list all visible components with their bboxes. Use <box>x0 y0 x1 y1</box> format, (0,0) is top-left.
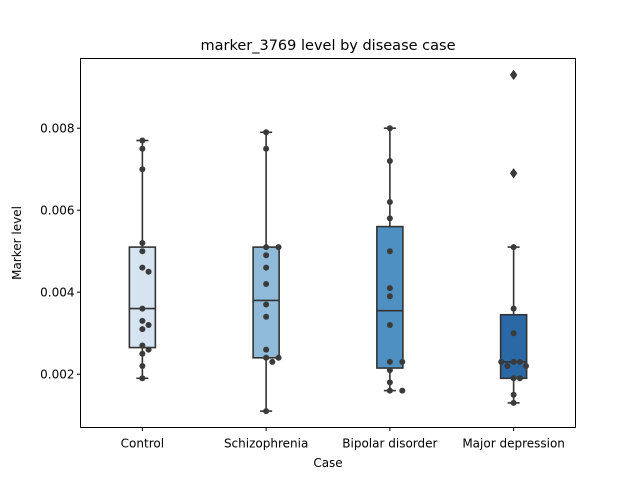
data-point <box>386 358 393 365</box>
x-tick-label: Major depression <box>462 437 565 451</box>
x-tick-label: Control <box>121 437 164 451</box>
data-point <box>139 342 146 349</box>
data-point <box>263 354 270 361</box>
x-axis-label: Case <box>313 456 342 470</box>
data-point <box>263 264 270 271</box>
y-tick-label: 0.008 <box>40 122 74 136</box>
x-tick-label: Bipolar disorder <box>342 437 437 451</box>
data-point <box>139 363 146 369</box>
data-point <box>498 358 505 365</box>
data-point <box>510 358 517 365</box>
data-point <box>139 326 146 333</box>
data-point <box>145 346 152 353</box>
data-point <box>386 199 393 205</box>
data-point <box>386 125 393 132</box>
data-point <box>386 215 393 222</box>
data-point <box>275 354 282 361</box>
data-point <box>263 252 270 259</box>
data-point <box>139 317 146 324</box>
data-point <box>139 248 146 255</box>
data-point <box>386 367 393 374</box>
box-iqr <box>499 313 528 380</box>
plot-frame <box>80 58 576 428</box>
data-point <box>516 358 523 365</box>
data-point <box>263 313 270 320</box>
data-point <box>386 379 393 386</box>
data-point <box>139 264 146 271</box>
plot-layer: 0.002 0.004 0.006 0.008 Control Schizophrenia… <box>40 69 565 451</box>
data-point <box>504 363 511 369</box>
data-point <box>263 129 270 136</box>
data-point <box>139 350 146 357</box>
y-tick-label: 0.004 <box>40 286 74 300</box>
data-point <box>399 358 406 365</box>
data-point <box>263 244 270 251</box>
data-point <box>386 285 393 292</box>
data-point <box>269 358 276 365</box>
box-iqr <box>128 246 157 349</box>
data-point <box>263 346 270 353</box>
chart-title: marker_3769 level by disease case <box>201 38 456 54</box>
data-point <box>145 268 152 275</box>
data-point <box>139 305 146 312</box>
data-point <box>510 244 517 251</box>
data-point <box>139 137 146 144</box>
data-point <box>139 166 146 173</box>
data-point <box>510 305 517 312</box>
data-point <box>399 387 406 394</box>
data-point <box>510 71 517 78</box>
data-point <box>523 363 530 369</box>
data-point <box>510 391 517 398</box>
x-tick-label: Schizophrenia <box>224 437 308 451</box>
data-point <box>386 322 393 328</box>
data-point <box>275 244 282 251</box>
data-point <box>139 145 146 152</box>
data-point <box>263 281 270 287</box>
data-point <box>516 375 523 382</box>
data-point <box>386 248 393 255</box>
data-point <box>386 158 393 164</box>
data-point <box>263 301 270 308</box>
data-point <box>139 375 146 382</box>
data-point <box>263 408 270 415</box>
y-tick-label: 0.002 <box>40 368 74 382</box>
data-point <box>510 170 517 177</box>
data-point <box>510 375 517 382</box>
data-point <box>145 322 152 328</box>
data-point <box>510 330 517 337</box>
data-point <box>139 240 146 246</box>
data-point <box>263 145 270 152</box>
y-tick-label: 0.006 <box>40 204 74 218</box>
y-axis-label: Marker level <box>10 206 24 280</box>
data-point <box>386 387 393 394</box>
data-point <box>510 399 517 406</box>
data-point <box>386 293 393 300</box>
